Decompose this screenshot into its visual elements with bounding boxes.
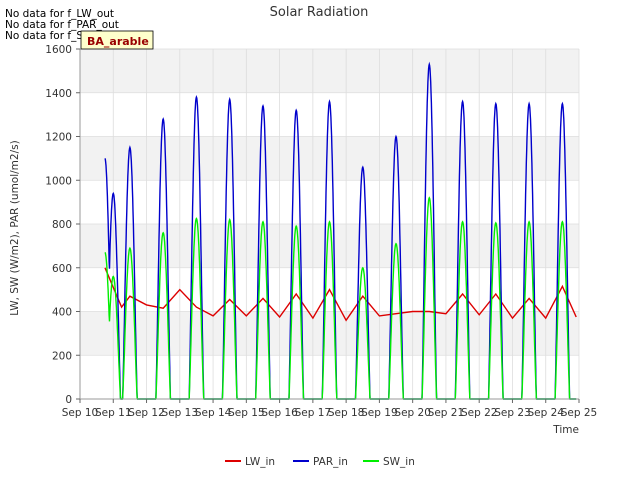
plot-band: [80, 49, 579, 93]
plot-band: [80, 180, 579, 224]
plot-band: [80, 224, 579, 268]
y-axis-label: LW, SW (W/m2), PAR (umol/m2/s): [9, 140, 21, 315]
x-tick-label: Sep 13: [162, 407, 199, 419]
y-tick-label: 800: [52, 219, 72, 231]
series-line-lw-in: [104, 267, 577, 322]
x-tick-label: Sep 10: [62, 407, 99, 419]
x-tick-label: Sep 21: [428, 407, 465, 419]
legend-label-lw-in: LW_in: [245, 456, 275, 468]
legend: LW_in PAR_in SW_in: [225, 456, 415, 468]
x-tick-label: Sep 22: [461, 407, 498, 419]
legend-label-par-in: PAR_in: [313, 456, 348, 468]
plot-band: [80, 311, 579, 356]
x-tick-label: Sep 14: [195, 407, 232, 419]
legend-label-sw-in: SW_in: [383, 456, 415, 468]
x-tick-label: Sep 23: [494, 407, 531, 419]
x-tick-label: Sep 16: [261, 407, 298, 419]
x-tick-label: Sep 17: [295, 407, 332, 419]
notice-lw-out: No data for f_LW_out: [5, 8, 115, 20]
x-tick-label: Sep 15: [228, 407, 265, 419]
plot-band: [80, 355, 579, 399]
site-badge-label: BA_arable: [87, 35, 149, 48]
site-badge-box: [80, 30, 154, 50]
y-tick-label: 400: [52, 307, 72, 319]
x-tick-label: Sep 25: [561, 407, 598, 419]
y-tick-label: 0: [65, 394, 72, 406]
x-tick-label: Sep 20: [394, 407, 431, 419]
y-tick-label: 600: [52, 263, 72, 275]
y-tick-label: 1000: [45, 175, 72, 187]
x-tick-label: Sep 11: [95, 407, 132, 419]
x-tick-label: Sep 12: [128, 407, 165, 419]
x-tick-label: Sep 24: [527, 407, 564, 419]
y-tick-label: 1600: [45, 44, 72, 56]
y-tick-label: 1400: [45, 88, 72, 100]
y-tick-label: 1200: [45, 132, 72, 144]
x-tick-label: Sep 19: [361, 407, 398, 419]
plot-band: [80, 136, 579, 181]
y-tick-labels: 0 200 400 600 800 1000 1200 1400 1600: [45, 44, 80, 406]
x-axis-label: Time: [552, 424, 579, 436]
site-badge: BA_arable: [80, 30, 154, 50]
chart-title: Solar Radiation: [270, 5, 369, 20]
x-tick-label: Sep 18: [328, 407, 365, 419]
y-tick-label: 200: [52, 350, 72, 362]
notice-par-out: No data for f_PAR_out: [5, 19, 119, 31]
